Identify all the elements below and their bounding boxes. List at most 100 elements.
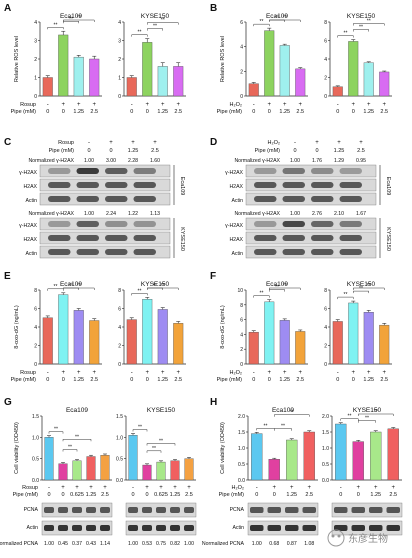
y-tick-label: 0 — [34, 362, 37, 368]
sig-mark: ** — [153, 283, 157, 289]
norm-label: Normalized γ-H2AX — [234, 158, 280, 164]
norm-value: 1.00 — [252, 541, 262, 547]
blot-band — [339, 221, 362, 227]
dose-value: 0 — [252, 377, 255, 383]
blot-band — [156, 507, 166, 513]
y-tick-label: 0 — [324, 94, 327, 100]
norm-value: 0.45 — [58, 541, 68, 547]
norm-value: 1.00 — [184, 541, 194, 547]
treatment-sign: + — [391, 485, 395, 491]
panel-letter: F — [210, 271, 216, 282]
treatment-sign: - — [253, 102, 255, 108]
sig-bracket — [147, 28, 163, 31]
norm-value: 2.24 — [106, 211, 116, 217]
bar-chart-0: Eca109 0 2 4 6 8 ** ** ** — [34, 281, 102, 368]
sig-mark: ** — [159, 439, 163, 445]
treatment-sign: + — [374, 485, 378, 491]
norm-value: 1.00 — [84, 158, 94, 164]
treatment-sign: - — [253, 370, 255, 376]
blot-row-label: Actin — [231, 198, 243, 204]
bar — [126, 77, 137, 97]
norm-label: Normalized PCNA — [202, 541, 245, 547]
dose-value: 2.5 — [296, 377, 304, 383]
blot-row-label: Actin — [232, 525, 244, 531]
y-tick-label: 8 — [34, 288, 37, 294]
dose-value: 2.5 — [380, 109, 388, 115]
norm-value: 1.00 — [84, 211, 94, 217]
sig-mark: ** — [359, 286, 363, 292]
blot-row-label: H2AX — [229, 237, 243, 243]
y-tick-label: 8 — [118, 288, 121, 294]
blot-band — [282, 196, 305, 202]
bar — [73, 310, 84, 365]
blot-row-label: H2AX — [229, 184, 243, 190]
sig-bracket — [353, 29, 369, 32]
bar — [248, 331, 259, 365]
norm-value: 1.00 — [44, 541, 54, 547]
sig-bracket — [63, 21, 79, 24]
bar-chart-0: Eca109 0 2 4 6 8 10 ** ** ** — [237, 281, 308, 368]
y-tick-label: 4 — [240, 332, 243, 338]
sig-mark: ** — [290, 410, 294, 416]
cell-line-label: Eca109 — [385, 177, 391, 196]
dose-value: 1.25 — [86, 492, 97, 498]
bar — [173, 323, 184, 365]
norm-value: 1.14 — [100, 541, 110, 547]
y-tick-label: 0 — [240, 362, 243, 368]
sig-mark: ** — [77, 15, 81, 21]
treatment-sign: + — [159, 485, 163, 491]
sig-bracket — [337, 296, 354, 300]
treatment-sign: + — [92, 370, 96, 376]
y-tick-label: 1.0 — [32, 435, 39, 441]
treatment-sign: + — [337, 140, 341, 146]
bar — [332, 86, 343, 97]
blot-row-label: H2AX — [23, 184, 37, 190]
sig-mark: ** — [365, 416, 369, 422]
blot-band — [44, 525, 54, 531]
norm-value: 1.76 — [312, 158, 322, 164]
blot-row-label: Actin — [25, 251, 37, 257]
blot-band — [250, 525, 264, 531]
blot-band — [311, 249, 334, 255]
norm-value: 1.60 — [150, 158, 160, 164]
dose-value: 2.5 — [90, 377, 98, 383]
blot-band — [339, 196, 362, 202]
bar — [251, 433, 263, 481]
blot-band — [254, 196, 277, 202]
norm-value: 1.08 — [304, 541, 314, 547]
blot-row-label: Actin — [231, 251, 243, 257]
y-tick-label: 2.0 — [322, 414, 329, 420]
dose-value: 0 — [352, 109, 355, 115]
sig-bracket — [131, 34, 148, 37]
y-tick-label: 0 — [118, 362, 121, 368]
y-tick-label: 4 — [118, 325, 121, 331]
y-axis-label: 8-oxo-dG (ng/mL) — [14, 305, 20, 349]
blot-band — [267, 507, 281, 513]
treatment-sign: + — [290, 485, 294, 491]
chart-title: Eca109 — [266, 281, 288, 288]
y-tick-label: 6 — [324, 39, 327, 45]
sig-bracket — [131, 293, 148, 296]
blot-band — [105, 182, 128, 188]
bar — [128, 435, 138, 481]
y-tick-label: 4 — [324, 57, 327, 63]
treatment-sign: + — [356, 485, 360, 491]
chart-title: KYSE150 — [347, 281, 376, 288]
treatment-sign: - — [88, 140, 90, 146]
blot-band — [48, 196, 71, 202]
bar — [335, 423, 347, 481]
blot-strip — [247, 520, 319, 536]
blot-band — [311, 182, 334, 188]
blot-row-label: γ-H2AX — [225, 170, 243, 176]
treatment-sign: + — [153, 140, 157, 146]
blot-row-label: Actin — [26, 525, 38, 531]
blot-band — [156, 525, 166, 531]
y-tick-label: 6 — [240, 318, 243, 324]
blot-strip — [331, 502, 403, 518]
norm-value: 1.00 — [128, 541, 138, 547]
treatment-sign: + — [145, 102, 149, 108]
y-tick-label: 0.5 — [116, 457, 123, 463]
norm-value: 0.43 — [86, 541, 96, 547]
